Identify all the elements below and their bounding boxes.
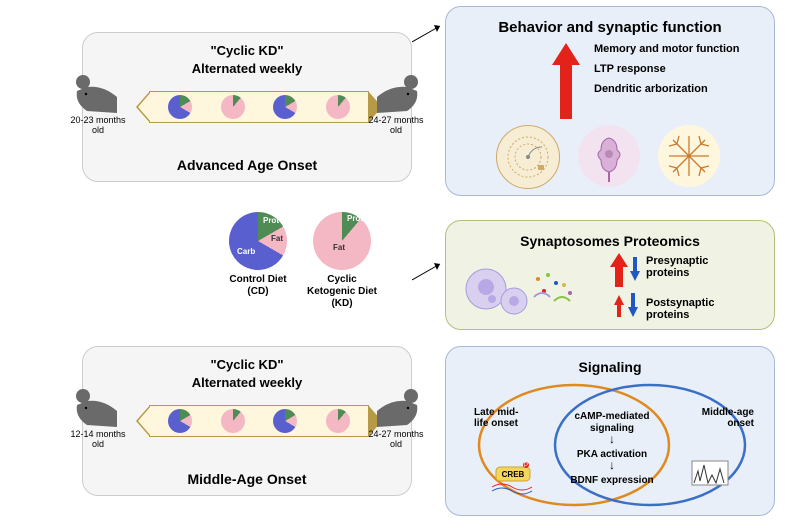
connector-arrow-icon [412,260,446,282]
mini-pie-kd [326,409,350,433]
behavior-item: Memory and motor function [594,43,739,55]
middle-left-age: 12-14 months old [69,429,127,449]
maze-icon [496,125,560,189]
proteomics-title: Synaptosomes Proteomics [452,233,768,249]
connector-arrow-icon [412,22,446,44]
signaling-title: Signaling [452,359,768,375]
mini-pie-kd [221,95,245,119]
middle-onset-panel: "Cyclic KD" Alternated weekly 12-14 mont… [82,346,412,496]
proteomics-panel: Synaptosomes Proteomics Presynaptic pro [445,220,775,330]
control-diet-pie: Prot Fat Carb [229,212,287,270]
prot-label: Prot [263,216,279,225]
mouse-icon [377,75,421,113]
dendrite-icon [658,125,720,187]
advanced-onset-label: Advanced Age Onset [91,157,403,173]
fat-label: Fat [271,234,283,243]
middle-right-age: 24-27 months old [367,429,425,449]
advanced-onset-panel: "Cyclic KD" Alternated weekly 20-23 mont… [82,32,412,182]
down-arrow-blue-small-icon [628,293,638,322]
fat-label: Fat [333,243,345,252]
behavior-panel: Behavior and synaptic function Memory an… [445,6,775,196]
advanced-right-age: 24-27 months old [367,115,425,135]
up-arrow-red-small-icon [614,295,624,322]
middle-title1: "Cyclic KD" [91,357,403,372]
postsynaptic-label: Postsynaptic proteins [646,297,714,321]
mini-pie-cd [273,409,297,433]
diet-timeline-bar [149,91,369,123]
advanced-title1: "Cyclic KD" [91,43,403,58]
svg-text:cAMP-mediated: cAMP-mediated [574,411,649,422]
venn-right-label: Middle-age onset [702,407,754,429]
diet-timeline-bar [149,405,369,437]
kd-pie: Prot Fat [313,212,371,270]
venn-diagram: cAMP-mediated signaling ↓ PKA activation… [464,379,760,511]
svg-text:↓: ↓ [609,432,615,446]
mouse-icon [377,389,421,427]
mini-pie-cd [168,409,192,433]
behavior-item: Dendritic arborization [594,83,739,95]
mouse-icon [73,389,117,427]
behavior-title: Behavior and synaptic function [452,19,768,36]
prot-label: Prot [347,214,363,223]
advanced-title2: Alternated weekly [91,61,403,76]
advanced-left-age: 20-23 months old [69,115,127,135]
presynaptic-label: Presynaptic proteins [646,255,714,279]
behavior-item: LTP response [594,63,739,75]
venn-left-label: Late mid- life onset [474,407,518,429]
carb-label: Carb [237,247,255,256]
signaling-panel: Signaling cAMP-mediated signaling ↓ PKA … [445,346,775,516]
up-arrow-red-icon [552,43,580,124]
mini-pie-cd [273,95,297,119]
middle-onset-label: Middle-Age Onset [91,471,403,487]
middle-title2: Alternated weekly [91,375,403,390]
mini-pie-kd [326,95,350,119]
up-arrow-red-icon [610,253,628,292]
kd-name: Cyclic Ketogenic Diet (KD) [307,274,377,310]
down-arrow-blue-icon [630,257,640,286]
diet-legend: Prot Fat Carb Control Diet (CD) Prot Fat… [198,212,408,307]
behavior-list: Memory and motor function LTP response D… [594,43,739,103]
neuron-icon [578,125,640,187]
svg-text:P: P [524,463,528,469]
svg-text:BDNF expression: BDNF expression [570,475,653,486]
mini-pie-cd [168,95,192,119]
mini-pie-kd [221,409,245,433]
control-diet-name: Control Diet (CD) [229,274,286,298]
mouse-icon [73,75,117,113]
synaptosome-icon [464,257,614,321]
svg-text:↓: ↓ [609,458,615,472]
svg-text:CREB: CREB [502,470,525,479]
